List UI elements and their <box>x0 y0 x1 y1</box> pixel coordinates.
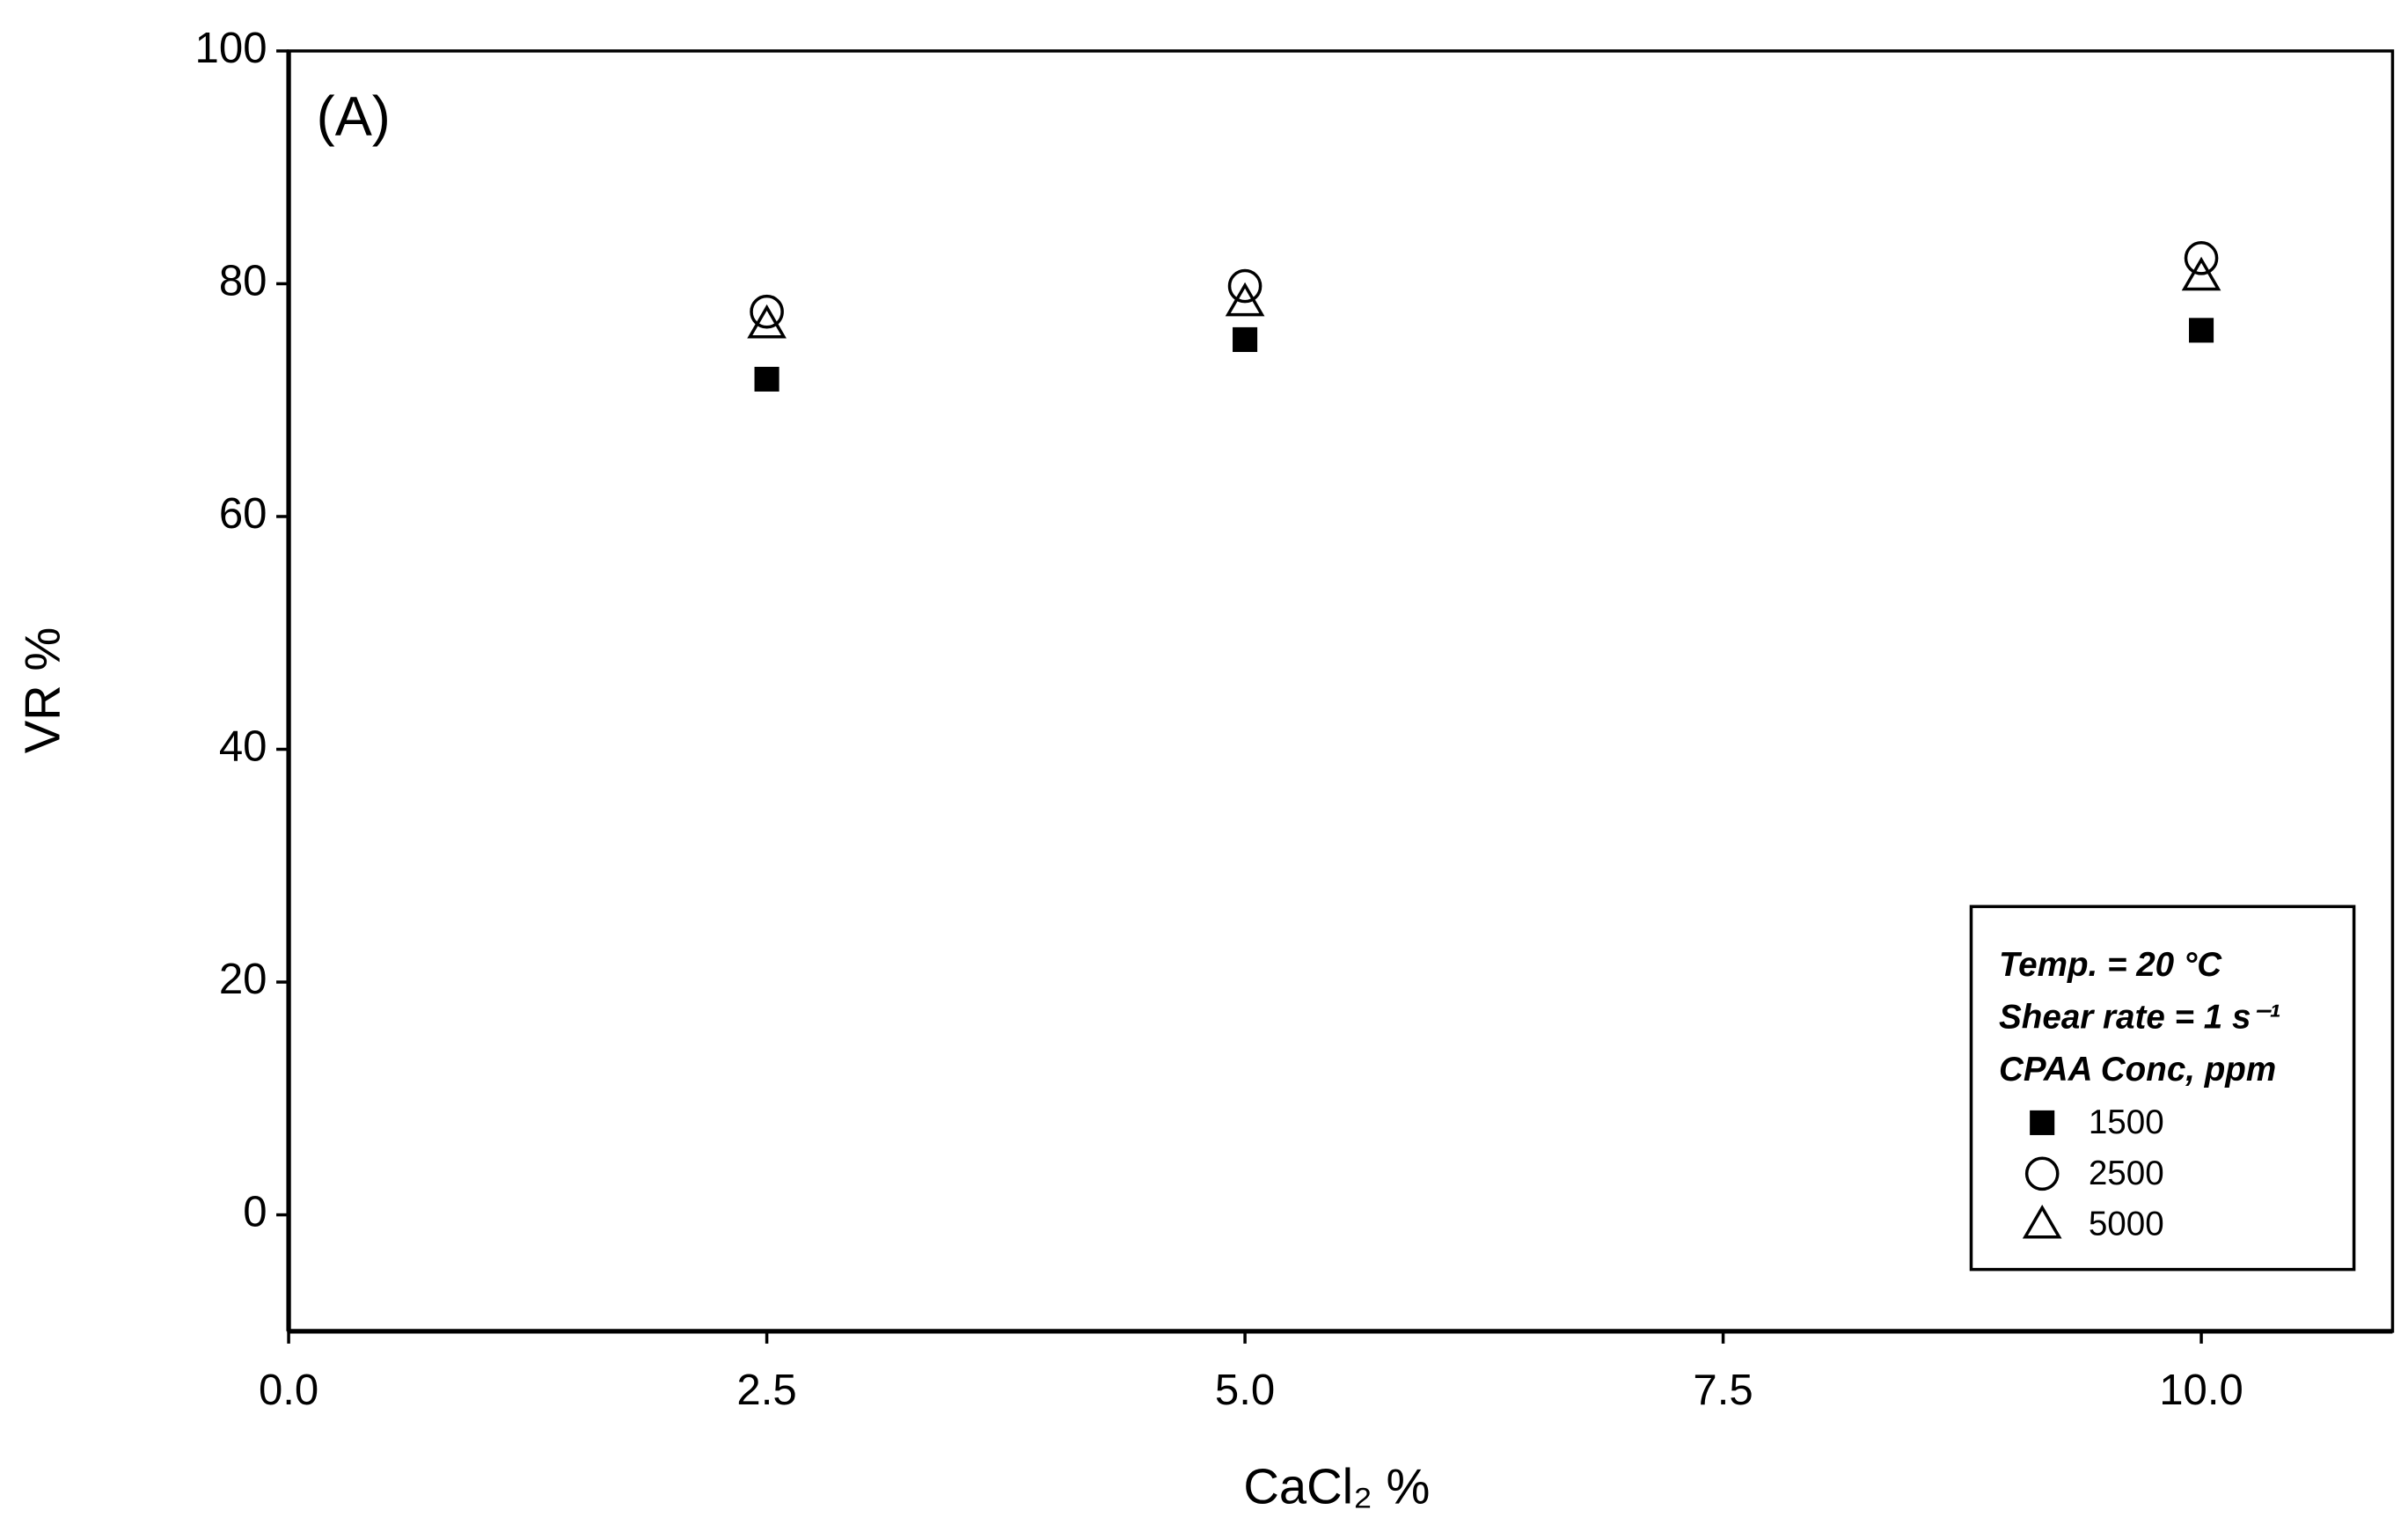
y-tick-label: 100 <box>195 25 267 72</box>
legend-label: 2500 <box>2089 1154 2164 1192</box>
legend-box <box>1969 905 2356 1272</box>
marker-triangle <box>2181 256 2221 291</box>
marker-circle <box>2024 1156 2060 1191</box>
marker-triangle <box>1225 282 1265 317</box>
legend-label: 1500 <box>2089 1103 2164 1141</box>
y-tick-label: 80 <box>219 257 267 304</box>
y-tick-label: 60 <box>219 490 267 538</box>
marker-square <box>1233 326 1258 352</box>
legend-label: 5000 <box>2089 1206 2164 1243</box>
marker-circle <box>750 294 784 329</box>
x-axis-title: CaCl₂ % <box>1243 1458 1430 1514</box>
x-tick-label: 10.0 <box>2159 1367 2243 1414</box>
x-tick-label: 2.5 <box>736 1367 796 1414</box>
marker-square <box>754 366 779 392</box>
y-tick-label: 40 <box>219 722 267 770</box>
y-tick-label: 20 <box>219 956 267 1003</box>
marker-circle <box>2184 241 2219 275</box>
legend-note: Temp. = 20 °C <box>1999 946 2222 984</box>
panel-label: (A) <box>317 86 391 148</box>
legend-note: Shear rate = 1 s⁻¹ <box>1999 999 2280 1037</box>
x-tick-label: 5.0 <box>1215 1367 1275 1414</box>
marker-triangle <box>747 304 787 339</box>
marker-triangle <box>2022 1204 2062 1239</box>
marker-square <box>2030 1110 2055 1135</box>
x-tick-label: 0.0 <box>259 1367 318 1414</box>
legend-title: CPAA Conc, ppm <box>1999 1051 2276 1089</box>
x-tick-label: 7.5 <box>1693 1367 1753 1414</box>
marker-circle <box>1227 268 1263 304</box>
y-axis-title: VR % <box>14 627 70 754</box>
y-tick-label: 0 <box>243 1189 267 1236</box>
marker-square <box>2189 318 2214 343</box>
